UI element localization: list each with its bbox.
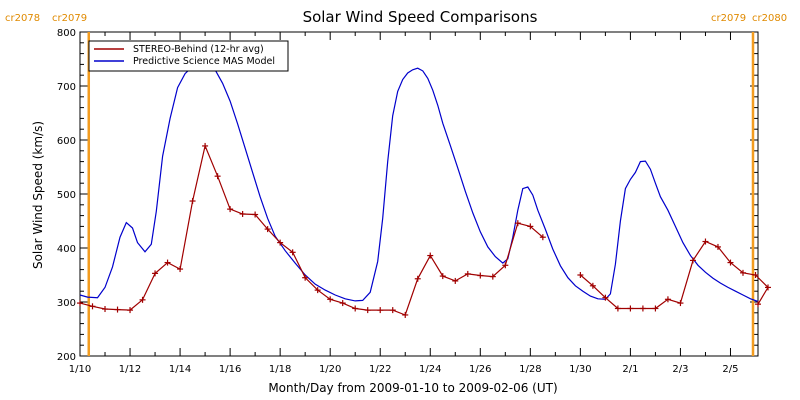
carrington-label-left: cr2078	[5, 13, 40, 24]
legend-label-stereo: STEREO-Behind (12-hr avg)	[133, 44, 264, 55]
data-point	[114, 306, 121, 313]
data-point	[439, 273, 446, 280]
y-tick-label: 800	[57, 28, 76, 39]
y-tick-label: 600	[57, 136, 76, 147]
x-tick-label: 1/14	[169, 364, 191, 375]
data-point	[464, 270, 471, 277]
carrington-markers	[87, 32, 755, 356]
data-point	[152, 270, 159, 277]
data-point	[702, 238, 709, 245]
carrington-label-right: cr2080	[752, 13, 787, 24]
data-point	[664, 296, 671, 303]
data-point	[602, 294, 609, 301]
data-point	[364, 307, 371, 314]
data-point	[389, 307, 396, 314]
data-point	[277, 239, 284, 246]
data-point	[214, 173, 221, 180]
axis-ticks: 200 300 400 500 600 700 800 1/10 1/12 1/14 1/16 1/1…	[57, 28, 758, 375]
data-point	[539, 234, 546, 241]
carrington-rotation-labels: cr2078 cr2079 cr2079 cr2080	[5, 13, 787, 24]
data-point	[202, 142, 209, 149]
x-tick-label: 1/10	[69, 364, 91, 375]
y-tick-label: 700	[57, 82, 76, 93]
data-point	[377, 307, 384, 314]
data-point	[614, 305, 621, 312]
data-point	[752, 272, 759, 278]
data-point	[339, 300, 346, 307]
x-tick-label: 1/26	[469, 364, 491, 375]
x-tick-label: 2/1	[622, 364, 638, 375]
data-point	[139, 296, 146, 303]
series-line	[79, 143, 544, 316]
data-point	[765, 284, 772, 291]
data-point	[677, 300, 684, 307]
x-axis-label: Month/Day from 2009-01-10 to 2009-02-06 …	[268, 381, 557, 395]
data-point	[289, 249, 296, 256]
data-point	[164, 259, 171, 266]
data-point	[89, 303, 96, 310]
series-stereo-behind	[77, 142, 772, 318]
x-tick-label: 2/3	[672, 364, 688, 375]
data-point	[314, 287, 321, 294]
data-point	[639, 305, 646, 312]
x-tick-label: 1/16	[219, 364, 241, 375]
y-axis-label: Solar Wind Speed (km/s)	[31, 121, 45, 269]
data-point	[264, 226, 271, 233]
data-point	[414, 275, 421, 282]
data-point	[527, 223, 534, 230]
series-mas-model	[79, 63, 759, 303]
data-point	[177, 266, 184, 273]
data-point	[127, 307, 134, 314]
data-point	[514, 220, 521, 227]
legend-label-mas: Predictive Science MAS Model	[133, 56, 275, 67]
data-point	[689, 257, 696, 264]
data-point	[327, 296, 334, 303]
data-point	[739, 269, 746, 276]
data-point	[589, 282, 596, 289]
carrington-label-right: cr2079	[52, 13, 87, 24]
series-line	[580, 240, 769, 310]
data-point	[427, 252, 434, 259]
data-point	[452, 277, 459, 284]
series-line	[79, 63, 759, 303]
data-point	[302, 274, 309, 281]
y-tick-label: 400	[57, 244, 76, 255]
data-point	[189, 198, 196, 205]
data-point	[77, 300, 83, 307]
data-point	[102, 306, 109, 313]
y-tick-label: 200	[57, 352, 76, 363]
y-tick-label: 500	[57, 190, 76, 201]
x-tick-label: 1/24	[419, 364, 441, 375]
x-tick-label: 1/22	[369, 364, 391, 375]
data-point	[402, 311, 409, 318]
x-tick-label: 1/30	[569, 364, 591, 375]
data-point	[714, 243, 721, 250]
data-point	[627, 305, 634, 312]
data-point	[352, 305, 359, 312]
data-point	[577, 272, 584, 278]
data-point	[477, 272, 484, 279]
data-point	[227, 206, 234, 213]
x-tick-label: 1/28	[519, 364, 541, 375]
legend: STEREO-Behind (12-hr avg) Predictive Sci…	[88, 40, 289, 72]
x-tick-label: 2/5	[722, 364, 738, 375]
chart-series	[77, 63, 772, 318]
data-point	[727, 259, 734, 266]
data-point	[252, 211, 259, 218]
legend-box	[88, 40, 289, 72]
y-tick-label: 300	[57, 298, 76, 309]
data-point	[755, 301, 761, 308]
data-point	[502, 262, 509, 269]
x-tick-label: 1/18	[269, 364, 291, 375]
data-point	[489, 273, 496, 280]
data-point	[652, 305, 659, 312]
carrington-label-left: cr2079	[711, 13, 746, 24]
data-point	[239, 210, 246, 217]
chart-title: Solar Wind Speed Comparisons	[303, 8, 538, 26]
x-tick-label: 1/20	[319, 364, 341, 375]
x-tick-label: 1/12	[119, 364, 141, 375]
